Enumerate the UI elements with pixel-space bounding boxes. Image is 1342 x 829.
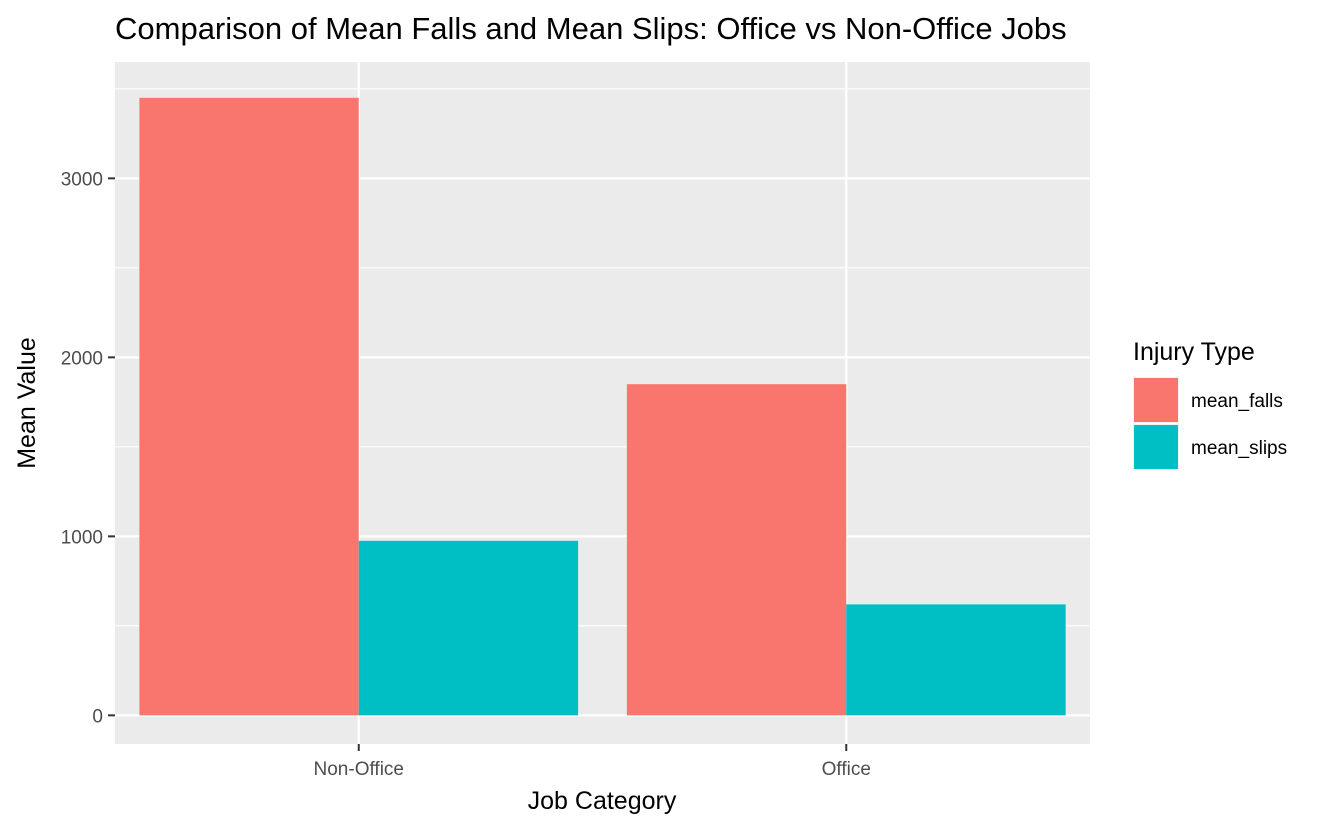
y-axis-title: Mean Value: [13, 337, 41, 469]
legend-key-mean_falls: [1134, 378, 1178, 422]
bars: [139, 97, 1066, 716]
legend-label-mean_falls: mean_falls: [1191, 391, 1283, 412]
bar-mean_falls-office: [626, 384, 847, 716]
legend-key-mean_slips: [1134, 425, 1178, 469]
y-tick-label: 0: [92, 706, 103, 727]
legend-title: Injury Type: [1133, 338, 1255, 366]
legend: Injury Type mean_falls mean_slips: [1133, 338, 1287, 470]
y-tick-label: 1000: [61, 527, 103, 548]
x-axis: Non-Office Office: [314, 744, 871, 780]
y-tick-label: 2000: [61, 348, 103, 369]
x-axis-title: Job Category: [528, 787, 677, 815]
chart-title: Comparison of Mean Falls and Mean Slips:…: [115, 11, 1067, 46]
y-axis: 0 1000 2000 3000: [61, 169, 115, 727]
x-tick-label: Office: [822, 759, 871, 780]
bar-mean_slips-non-office: [358, 540, 579, 716]
bar-mean_falls-non-office: [139, 97, 359, 716]
x-tick-label: Non-Office: [314, 759, 404, 780]
y-tick-label: 3000: [61, 169, 103, 190]
bar-mean_slips-office: [846, 604, 1066, 716]
legend-label-mean_slips: mean_slips: [1191, 438, 1287, 459]
